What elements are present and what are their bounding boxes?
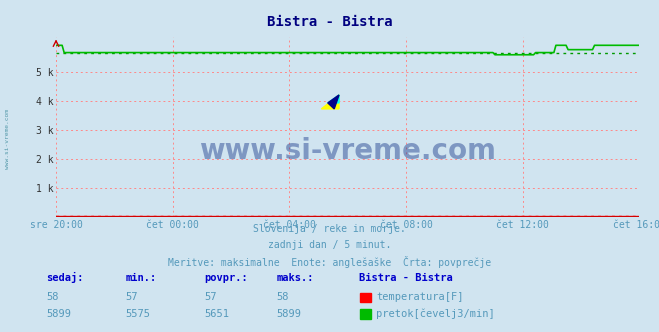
Polygon shape — [322, 95, 339, 109]
Text: zadnji dan / 5 minut.: zadnji dan / 5 minut. — [268, 240, 391, 250]
Text: min.:: min.: — [125, 273, 156, 283]
Text: Meritve: maksimalne  Enote: anglešaške  Črta: povprečje: Meritve: maksimalne Enote: anglešaške Čr… — [168, 256, 491, 268]
Text: 5899: 5899 — [277, 309, 302, 319]
Text: Bistra - Bistra: Bistra - Bistra — [359, 273, 453, 283]
Text: temperatura[F]: temperatura[F] — [376, 292, 464, 302]
Text: www.si-vreme.com: www.si-vreme.com — [5, 110, 11, 169]
Text: 57: 57 — [204, 292, 217, 302]
Text: 5899: 5899 — [46, 309, 71, 319]
Text: Slovenija / reke in morje.: Slovenija / reke in morje. — [253, 224, 406, 234]
Text: maks.:: maks.: — [277, 273, 314, 283]
Text: 5575: 5575 — [125, 309, 150, 319]
Text: Bistra - Bistra: Bistra - Bistra — [267, 15, 392, 29]
Text: 58: 58 — [277, 292, 289, 302]
Text: 57: 57 — [125, 292, 138, 302]
Text: povpr.:: povpr.: — [204, 273, 248, 283]
Text: 58: 58 — [46, 292, 59, 302]
Text: 5651: 5651 — [204, 309, 229, 319]
Polygon shape — [328, 95, 339, 103]
Polygon shape — [328, 95, 339, 109]
Text: pretok[čevelj3/min]: pretok[čevelj3/min] — [376, 308, 495, 319]
Text: www.si-vreme.com: www.si-vreme.com — [199, 136, 496, 165]
Text: sedaj:: sedaj: — [46, 272, 84, 283]
